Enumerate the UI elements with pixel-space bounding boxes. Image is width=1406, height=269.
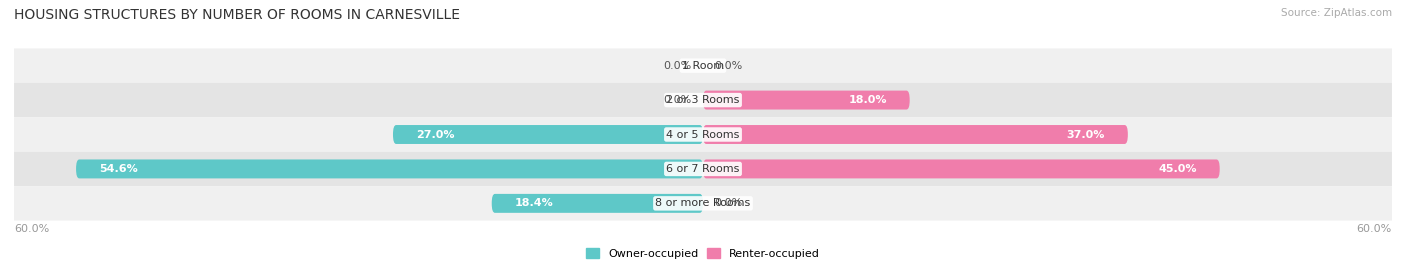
FancyBboxPatch shape bbox=[14, 117, 1392, 152]
FancyBboxPatch shape bbox=[703, 125, 1128, 144]
Text: 0.0%: 0.0% bbox=[714, 61, 742, 71]
Text: 8 or more Rooms: 8 or more Rooms bbox=[655, 198, 751, 208]
Text: 18.4%: 18.4% bbox=[515, 198, 554, 208]
FancyBboxPatch shape bbox=[492, 194, 703, 213]
Text: 27.0%: 27.0% bbox=[416, 129, 454, 140]
Text: HOUSING STRUCTURES BY NUMBER OF ROOMS IN CARNESVILLE: HOUSING STRUCTURES BY NUMBER OF ROOMS IN… bbox=[14, 8, 460, 22]
Text: 37.0%: 37.0% bbox=[1067, 129, 1105, 140]
FancyBboxPatch shape bbox=[703, 160, 1219, 178]
FancyBboxPatch shape bbox=[14, 83, 1392, 117]
FancyBboxPatch shape bbox=[76, 160, 703, 178]
Text: 0.0%: 0.0% bbox=[664, 61, 692, 71]
FancyBboxPatch shape bbox=[14, 152, 1392, 186]
Text: 6 or 7 Rooms: 6 or 7 Rooms bbox=[666, 164, 740, 174]
Text: 0.0%: 0.0% bbox=[664, 95, 692, 105]
Text: 60.0%: 60.0% bbox=[14, 224, 49, 234]
Text: 18.0%: 18.0% bbox=[848, 95, 887, 105]
FancyBboxPatch shape bbox=[14, 186, 1392, 221]
Text: 2 or 3 Rooms: 2 or 3 Rooms bbox=[666, 95, 740, 105]
Legend: Owner-occupied, Renter-occupied: Owner-occupied, Renter-occupied bbox=[581, 244, 825, 263]
FancyBboxPatch shape bbox=[14, 48, 1392, 83]
Text: 60.0%: 60.0% bbox=[1357, 224, 1392, 234]
FancyBboxPatch shape bbox=[703, 91, 910, 109]
Text: 1 Room: 1 Room bbox=[682, 61, 724, 71]
Text: 45.0%: 45.0% bbox=[1159, 164, 1197, 174]
FancyBboxPatch shape bbox=[392, 125, 703, 144]
Text: 0.0%: 0.0% bbox=[714, 198, 742, 208]
Text: 54.6%: 54.6% bbox=[98, 164, 138, 174]
Text: 4 or 5 Rooms: 4 or 5 Rooms bbox=[666, 129, 740, 140]
Text: Source: ZipAtlas.com: Source: ZipAtlas.com bbox=[1281, 8, 1392, 18]
